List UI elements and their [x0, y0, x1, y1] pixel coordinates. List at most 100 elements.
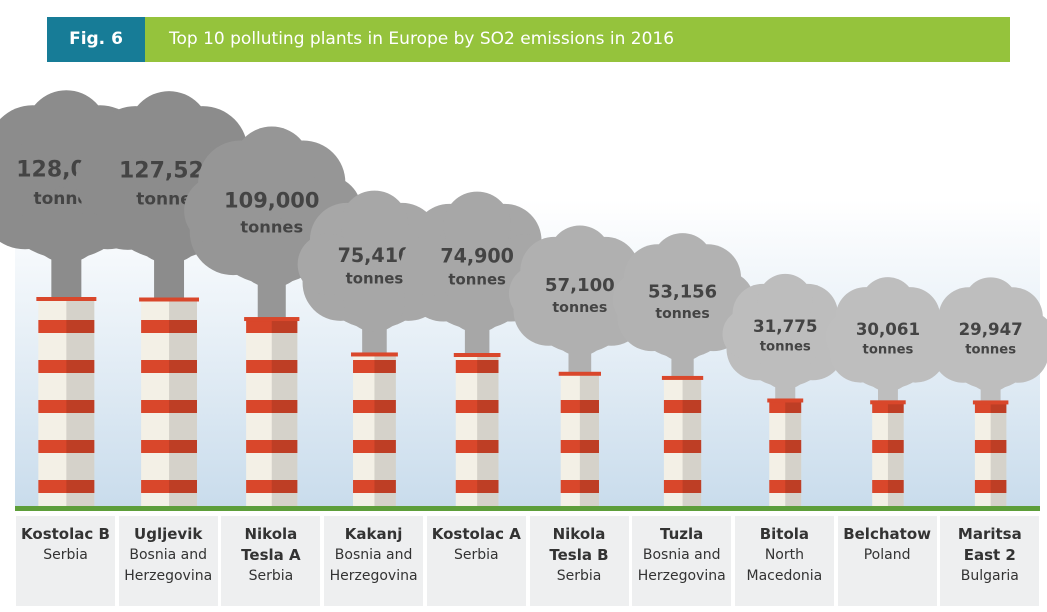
chimney-cap: [244, 317, 300, 322]
country-line: Serbia: [556, 568, 602, 584]
value-label: 31,775: [753, 316, 818, 336]
value-label: 57,100: [545, 275, 615, 296]
country-line: Bosnia and: [129, 547, 207, 563]
value-label: 53,156: [648, 282, 717, 303]
cloud-puff: [965, 341, 1016, 392]
unit-label: tonnes: [655, 306, 709, 322]
plant-name: Nikola Tesla A: [221, 524, 320, 566]
cloud-puff: [0, 142, 48, 218]
value-label: 109,000: [224, 189, 319, 213]
plant-name-line: Tesla A: [241, 546, 301, 564]
cloud-puff: [508, 265, 566, 322]
cloud-puff: [654, 305, 711, 362]
smoke-cloud: 74,900 tonnes: [400, 191, 556, 357]
chimney: [663, 378, 702, 508]
unit-label: tonnes: [240, 218, 303, 237]
country-line: Serbia: [248, 568, 294, 584]
chimney-shade: [477, 356, 499, 508]
category-label-box: Belchatow Poland: [837, 516, 937, 606]
country-line: Macedonia: [746, 568, 823, 584]
plant-name-line: East 2: [963, 546, 1016, 564]
plant-name: Kostolac A: [427, 524, 526, 545]
country: Bosnia and Herzegovina: [324, 545, 423, 587]
cloud-puff: [651, 233, 714, 295]
plant-name-line: Kakanj: [344, 525, 403, 543]
country-line: Bosnia and: [642, 547, 721, 563]
country-line: Herzegovina: [329, 568, 418, 584]
chimney-cap: [661, 375, 704, 380]
chimney-shade: [785, 401, 802, 508]
cloud-puff: [25, 90, 108, 173]
chimney-cap: [453, 353, 501, 358]
country: Bosnia and Herzegovina: [119, 545, 218, 587]
chimney: [872, 403, 904, 508]
chimney: [246, 320, 298, 508]
country-line: Herzegovina: [637, 568, 726, 584]
plant-name-line: Bitola: [759, 525, 810, 543]
country: Serbia: [427, 545, 526, 566]
unit-label: tonnes: [552, 300, 607, 316]
country-line: Bulgaria: [960, 568, 1019, 584]
category-label-box: Nikola Tesla B Serbia: [529, 516, 629, 606]
plant-name: Nikola Tesla B: [530, 524, 629, 566]
plant-name-line: Tesla B: [549, 546, 609, 564]
cloud-puff: [233, 126, 311, 204]
unit-label: tonnes: [346, 270, 404, 288]
plant-name: Bitola: [735, 524, 834, 545]
plant-name: Tuzla: [632, 524, 731, 545]
plant-name-line: Belchatow: [843, 525, 931, 543]
cloud-puff: [75, 143, 151, 219]
smoke-cloud: 31,775 tonnes: [722, 273, 850, 402]
country-line: Serbia: [43, 547, 88, 563]
chimney: [769, 401, 802, 508]
cloud-puff: [863, 341, 913, 392]
plant-name-line: Kostolac B: [21, 525, 110, 543]
chimney: [455, 356, 499, 508]
chimney-shade: [579, 374, 599, 508]
chimney-shade: [169, 300, 197, 508]
plant-name: Kakanj: [324, 524, 423, 545]
cloud-puff: [760, 339, 811, 390]
chimney: [141, 300, 197, 508]
plant-name: Ugljevik: [119, 524, 218, 545]
category-label-box: Maritsa East 2 Bulgaria: [940, 516, 1040, 606]
value-label: 29,947: [959, 320, 1023, 339]
cloud-puff: [722, 309, 773, 360]
chimney-cap: [972, 400, 1009, 405]
country: North Macedonia: [735, 545, 834, 587]
cloud-puff: [446, 271, 508, 333]
cloud-puff: [1004, 312, 1047, 362]
chimney-shade: [66, 300, 95, 508]
chimney: [353, 355, 396, 508]
cloud-puff: [340, 190, 409, 259]
country-line: North: [764, 547, 804, 563]
unit-label: tonnes: [760, 340, 811, 355]
cloud-puff: [928, 312, 979, 362]
chimney-cap: [870, 400, 906, 405]
chimney-shade: [887, 403, 904, 508]
unit-label: tonnes: [863, 342, 914, 357]
chimney-cap: [767, 398, 804, 403]
value-label: 75,410: [338, 244, 412, 267]
cloud-puff: [343, 270, 406, 332]
chimney-cap: [558, 371, 601, 376]
country: Bosnia and Herzegovina: [632, 545, 731, 587]
value-label: 30,061: [856, 320, 920, 339]
cloud-puff: [963, 277, 1018, 333]
figure-label: Fig. 6: [47, 17, 145, 62]
value-label: 74,900: [440, 245, 514, 268]
unit-label: tonnes: [965, 342, 1016, 357]
category-label-box: Kostolac A Serbia: [426, 516, 526, 606]
chimney: [38, 300, 95, 508]
cloud-puff: [757, 273, 813, 330]
chimney-shade: [990, 403, 1007, 508]
chimney: [560, 374, 599, 508]
country-line: Poland: [863, 547, 911, 563]
cloud-puff: [236, 217, 307, 288]
cloud-puff: [551, 299, 609, 357]
cloud-puff: [127, 91, 211, 174]
country: Bulgaria: [940, 566, 1039, 587]
cloud-puff: [400, 234, 462, 296]
